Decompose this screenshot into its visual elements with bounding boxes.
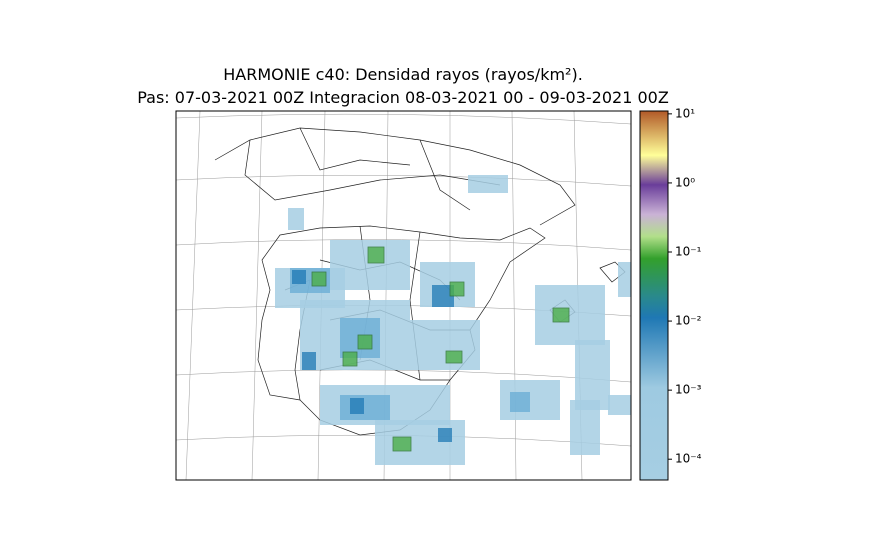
map-frame — [175, 110, 632, 481]
cell — [535, 285, 605, 345]
colorbar-tick-label: 10⁻¹ — [675, 244, 702, 258]
cell — [340, 395, 390, 420]
cell — [552, 307, 570, 323]
cell — [608, 395, 631, 415]
colorbar: 10⁻⁴ 10⁻³ 10⁻² 10⁻¹ 10⁰ 10¹ — [639, 106, 702, 481]
title-line: HARMONIE c40: Densidad rayos (rayos/km²)… — [223, 65, 583, 84]
cell — [510, 392, 530, 412]
cell — [438, 428, 452, 442]
title-line: Pas: 07-03-2021 00Z Integracion 08-03-20… — [137, 88, 669, 107]
cell — [618, 262, 631, 297]
cell — [449, 281, 465, 297]
cell — [410, 320, 480, 370]
map — [176, 111, 631, 480]
colorbar-tick-label: 10⁻³ — [675, 383, 702, 397]
cell — [350, 398, 364, 414]
cell — [288, 208, 304, 230]
cell — [432, 285, 454, 307]
colorbar-tick-label: 10⁻⁴ — [675, 452, 702, 466]
colorbar-ramp — [639, 110, 669, 481]
cell — [392, 436, 412, 452]
colorbar-tick-label: 10¹ — [675, 106, 695, 120]
cell — [302, 352, 316, 370]
cell — [575, 340, 610, 410]
cell — [357, 334, 373, 350]
lightning-cells — [275, 175, 631, 465]
cell — [311, 271, 327, 287]
cell — [468, 175, 508, 193]
cell — [292, 270, 306, 284]
cell — [375, 420, 465, 465]
cell — [445, 350, 463, 364]
colorbar-tick-label: 10⁻² — [675, 314, 702, 328]
cell — [342, 351, 358, 367]
cell — [570, 400, 600, 455]
colorbar-tick-label: 10⁰ — [675, 175, 695, 189]
cell — [367, 246, 385, 264]
